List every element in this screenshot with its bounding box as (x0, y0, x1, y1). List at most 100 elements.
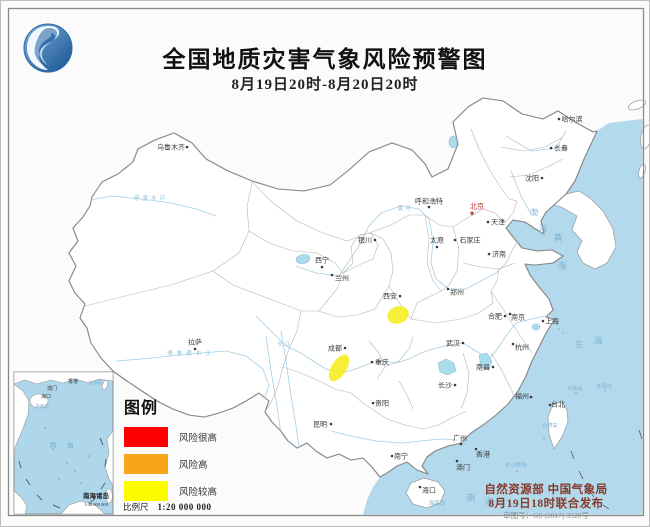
river-label: 黄河 (397, 204, 412, 212)
city-labels: 乌鲁木齐 哈尔滨长春沈阳呼和浩特 ★北京天津石家庄 太原济南 银川西宁兰州西安 郑州合肥南… (157, 114, 583, 494)
dash-line (570, 429, 643, 510)
legend-swatch-relatively-high (124, 481, 168, 501)
city-dot (193, 347, 197, 351)
dongting-lake (437, 358, 457, 376)
river-label: 塔里木河 (134, 194, 168, 202)
city-dot (461, 341, 465, 345)
city-label: 银川 (358, 235, 372, 244)
inset-vietnam (13, 383, 30, 454)
inset-label: 海南岛 (35, 403, 49, 410)
city-label: 昆明 (313, 420, 327, 428)
city-dot (491, 365, 495, 369)
city-dot (549, 146, 553, 150)
city-dot (370, 360, 374, 364)
inset-label: 海 (67, 441, 74, 450)
inset-label: 南海诸岛 (83, 491, 110, 500)
city-dot (446, 287, 450, 291)
logo-swirl (27, 26, 60, 70)
attribution-approval-number: 审图号：GS (2017) 3320号 (503, 511, 589, 521)
inset-label: 台湾岛 (88, 379, 102, 386)
city-dot (453, 238, 457, 242)
inset-malay (13, 490, 28, 515)
city-label: 天津 (491, 218, 505, 226)
sea-label: 南 (466, 492, 475, 503)
city-dot (529, 395, 533, 399)
river-label: 长江 (277, 340, 292, 348)
sea-polygon (363, 119, 643, 515)
city-dot (487, 252, 491, 256)
sea-label: 海 (539, 223, 547, 233)
city-dot (418, 485, 422, 489)
city-label: 上海 (545, 316, 559, 325)
inset-label: 1:40 000 000 (84, 502, 109, 507)
small-islands (516, 328, 606, 472)
sea-label: 赤尾屿 (596, 383, 611, 390)
sea-layer (363, 119, 643, 515)
city-label: 长春 (554, 143, 568, 152)
city-dot (453, 383, 457, 387)
korea-peninsula (553, 190, 617, 270)
legend-heading: 图例 (124, 400, 159, 417)
cma-logo (23, 23, 73, 73)
city-label: 贵阳 (375, 398, 389, 407)
city-label: 香港 (476, 449, 490, 458)
city-label: 兰州 (335, 273, 349, 282)
city-dot (511, 342, 515, 346)
city-dot (185, 145, 189, 149)
legend-label: 风险较高 (179, 488, 218, 498)
warning-zone (387, 306, 409, 324)
city-dot (541, 319, 545, 323)
inset-label: 澳门 (47, 385, 57, 392)
city-label: 石家庄 (460, 235, 481, 244)
map-scale: 比例尺 1:20 000 000 (123, 501, 212, 513)
city-label: 南昌 (476, 362, 490, 371)
city-dot (548, 403, 552, 407)
sea-label: 钓鱼岛 (567, 385, 582, 392)
scale-value: 1:20 000 000 (157, 502, 212, 512)
city-dot (459, 442, 463, 446)
qinghai-lake (295, 254, 311, 264)
river-label: 雅鲁藏布江 (167, 349, 215, 357)
city-label: 南京 (511, 312, 525, 321)
capital-star: ★ (469, 210, 475, 218)
city-label: 西安 (383, 291, 397, 300)
city-dot (398, 294, 402, 298)
japan-island (628, 99, 646, 111)
legend-label: 风险很高 (179, 434, 218, 444)
city-dot (330, 273, 334, 277)
legend-swatch-high (124, 454, 168, 474)
attribution: 自然资源部 中国气象局 8月19日18时联合发布 审图号：GS (2017) 3… (453, 484, 639, 521)
city-dot (557, 117, 561, 121)
city-label: 杭州 (515, 342, 529, 351)
taiwan-island (547, 400, 569, 450)
province-borders (84, 128, 564, 430)
legend-row: 风险较高 (124, 481, 254, 501)
city-dot (508, 312, 512, 316)
city-label: 海口 (422, 485, 436, 494)
city-label: 澳门 (456, 462, 470, 471)
hulun-lake (448, 135, 458, 149)
city-label: 拉萨 (188, 337, 202, 346)
legend: 图例 风险很高 风险高 风险较高 (124, 394, 254, 508)
city-label: 乌鲁木齐 (157, 142, 185, 151)
scale-label: 比例尺 (123, 502, 149, 512)
city-label: 长沙 (438, 380, 452, 389)
city-dot (455, 459, 459, 463)
warning-zones (328, 306, 409, 382)
tai-lake (531, 323, 541, 331)
sea-label: 海 (593, 335, 602, 346)
city-label: 太原 (430, 235, 444, 244)
sea-label: 东沙群岛 (505, 461, 528, 469)
city-label: 沈阳 (525, 173, 539, 182)
city-label: 北京 (470, 201, 484, 210)
city-dot (329, 422, 333, 426)
river-layer (85, 130, 567, 448)
city-dot (320, 265, 324, 269)
inset-label: 香港 (68, 378, 78, 385)
page-title: 全国地质灾害气象风险预警图 (162, 47, 488, 72)
inset-label: 海口 (41, 393, 51, 400)
logo-dragon (34, 28, 58, 67)
